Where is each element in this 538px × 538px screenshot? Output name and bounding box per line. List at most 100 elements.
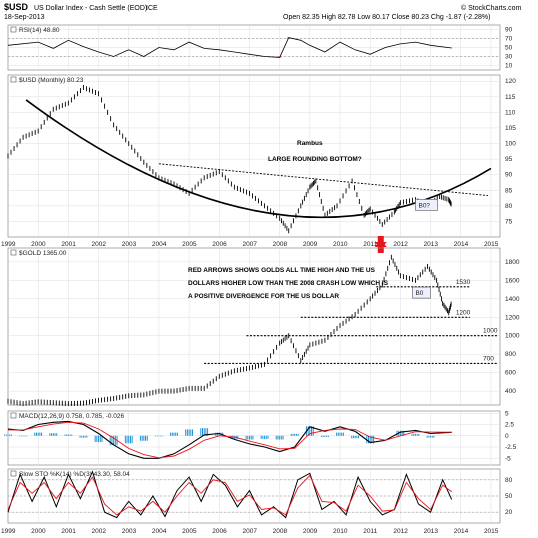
gold-title: $GOLD 1365.00 <box>19 250 67 257</box>
bottom-year-label: 2013 <box>424 528 439 535</box>
rsi-line <box>7 37 452 58</box>
usd-b0-box <box>415 199 438 211</box>
gold-level-label: 1530 <box>456 279 471 286</box>
rsi-title: RSI(14) 48.80 <box>19 27 60 34</box>
header-quote: Open 82.35 High 82.78 Low 80.17 Close 80… <box>283 14 490 21</box>
usd-tick-label: 120 <box>505 78 516 85</box>
usd-tick-label: 110 <box>505 109 516 116</box>
rsi-menu-icon <box>10 26 17 33</box>
sto-menu-icon <box>10 470 17 477</box>
bottom-year-label: 1999 <box>1 528 16 535</box>
usd-tick-label: 85 <box>505 187 513 194</box>
usd-tick-label: 95 <box>505 156 513 163</box>
usd-year-label: 2007 <box>242 241 257 248</box>
macd-tick-label: 5 <box>505 410 509 417</box>
annotation-gold-line3: A POSITIVE DIVERGENCE FOR THE US DOLLAR <box>188 293 339 300</box>
macd-title: MACD(12,26,9) 0.758, 0.785, -0.026 <box>19 413 125 420</box>
sto-d-line <box>7 474 452 516</box>
bottom-year-label: 2001 <box>61 528 76 535</box>
bottom-year-label: 2012 <box>393 528 408 535</box>
rsi-tick-label: 90 <box>505 27 513 34</box>
usd-year-label: 2003 <box>122 241 137 248</box>
instrument-name: US Dollar Index - Cash Settle (EOD) <box>34 5 147 12</box>
usd-year-label: 2006 <box>212 241 227 248</box>
usd-tick-label: 100 <box>505 141 516 148</box>
bottom-year-label: 2011 <box>363 528 377 535</box>
bottom-year-label: 2006 <box>212 528 227 535</box>
gold-tick-label: 400 <box>505 388 516 395</box>
gold-tick-label: 1000 <box>505 333 520 340</box>
usd-year-label: 2014 <box>454 241 469 248</box>
usd-year-label: 2004 <box>152 241 167 248</box>
usd-tick-label: 75 <box>505 218 513 225</box>
sto-tick-label: 50 <box>505 493 513 500</box>
usd-b0-label: B0? <box>418 202 430 209</box>
gold-b0-label: B0 <box>415 290 423 297</box>
macd-signal-line <box>8 421 452 459</box>
gold-tick-label: 1800 <box>505 259 520 266</box>
bottom-year-label: 2004 <box>152 528 167 535</box>
usd-year-label: 2010 <box>333 241 348 248</box>
gold-tick-label: 1200 <box>505 314 520 321</box>
gold-b0-box <box>412 286 431 299</box>
rsi-tick-label: 50 <box>505 45 513 52</box>
bottom-year-label: 2015 <box>484 528 499 535</box>
gold-tick-label: 1400 <box>505 296 520 303</box>
usd-panel-frame <box>7 74 501 238</box>
bottom-year-label: 2003 <box>122 528 137 535</box>
rsi-tick-label: 30 <box>505 54 513 61</box>
usd-title: $USD (Monthly) 80.23 <box>19 77 84 84</box>
usd-year-label: 2012 <box>393 241 408 248</box>
macd-tick-label: 0 <box>505 433 509 440</box>
usd-year-label: 2009 <box>303 241 318 248</box>
usd-neckline <box>158 163 488 197</box>
exchange-label: ICE <box>146 5 158 12</box>
rounding-bottom-curve <box>25 99 492 219</box>
rsi-tick-label: 10 <box>505 63 513 70</box>
usd-year-label: 1999 <box>1 241 16 248</box>
gold-tick-label: 600 <box>505 370 516 377</box>
macd-tick-label: -2.5 <box>505 444 517 451</box>
macd-tick-label: -5 <box>505 455 511 462</box>
usd-year-label: 2015 <box>484 241 499 248</box>
usd-year-label: 2011 <box>363 241 377 248</box>
bottom-year-label: 2010 <box>333 528 348 535</box>
usd-year-label: 2000 <box>31 241 46 248</box>
usd-year-label: 2002 <box>92 241 107 248</box>
watermark: © StockCharts.com <box>461 4 522 12</box>
symbol-title: $USD <box>4 2 29 12</box>
macd-tick-label: 2.5 <box>505 422 514 429</box>
usd-year-label: 2005 <box>182 241 197 248</box>
bottom-year-label: 2005 <box>182 528 197 535</box>
usd-year-label: 2008 <box>273 241 288 248</box>
usd-tick-label: 115 <box>505 94 516 101</box>
usd-tick-label: 105 <box>505 125 516 132</box>
header-date: 18-Sep-2013 <box>4 14 45 21</box>
macd-panel-frame <box>7 410 501 466</box>
gold-panel-frame <box>7 247 501 406</box>
macd-menu-icon <box>10 412 17 419</box>
usd-menu-icon <box>10 76 17 83</box>
bottom-year-label: 2009 <box>303 528 318 535</box>
annotation-gold-line2: DOLLARS HIGHER LOW THAN THE 2008 CRASH L… <box>188 280 389 287</box>
usd-tick-label: 80 <box>505 203 513 210</box>
bottom-year-label: 2007 <box>242 528 257 535</box>
gold-level-label: 700 <box>483 355 494 362</box>
bottom-year-label: 2014 <box>454 528 469 535</box>
gold-level-label: 1000 <box>483 328 498 335</box>
rsi-tick-label: 70 <box>505 36 513 43</box>
usd-tick-label: 90 <box>505 172 513 179</box>
sto-title: Slow STO %K(14) %D(3) 43.30, 58.04 <box>19 471 130 478</box>
red-arrow-gold-high-icon <box>374 240 387 253</box>
usd-year-label: 2001 <box>61 241 76 248</box>
annotation-rounding-bottom: LARGE ROUNDING BOTTOM? <box>268 156 362 163</box>
gold-tick-label: 800 <box>505 351 516 358</box>
gold-level-label: 1200 <box>456 309 471 316</box>
annotation-author: Rambus <box>297 140 323 147</box>
usd-year-label: 2013 <box>424 241 439 248</box>
gold-tick-label: 1600 <box>505 277 520 284</box>
sto-tick-label: 80 <box>505 477 513 484</box>
annotation-gold-line1: RED ARROWS SHOWS GOLDS ALL TIME HIGH AND… <box>188 267 376 274</box>
